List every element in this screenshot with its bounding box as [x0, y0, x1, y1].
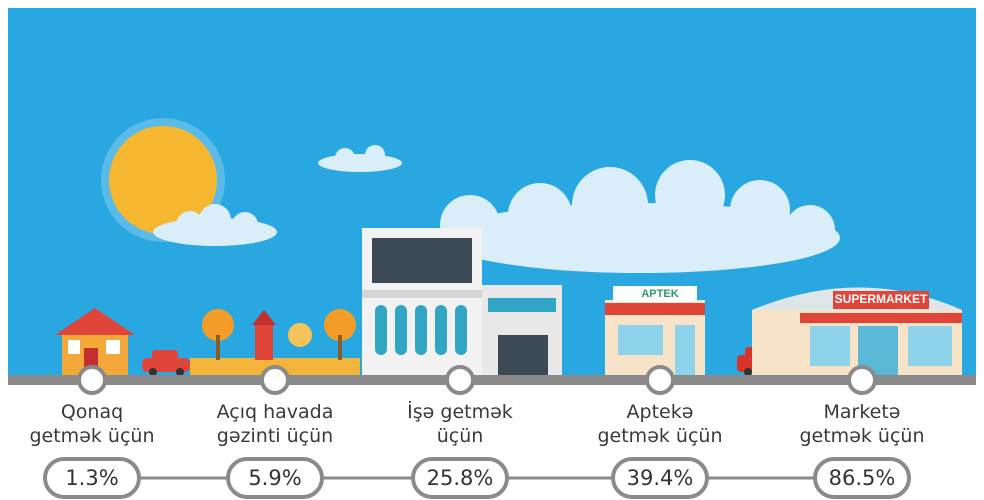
item-label: üçün	[437, 425, 484, 447]
pharmacy-sign: APTEK	[641, 288, 678, 300]
infographic: APTEK SUPERMARKET Qonaqgetmək üçün1.3%Aç…	[0, 0, 984, 500]
item-label: gəzinti üçün	[217, 425, 333, 447]
value-text: 5.9%	[248, 466, 301, 490]
item-label: İşə getmək	[407, 400, 513, 423]
item-label: getmək üçün	[597, 425, 722, 447]
value-text: 39.4%	[627, 466, 694, 490]
road-marker	[647, 367, 673, 393]
item-label: Qonaq	[61, 401, 123, 423]
value-text: 25.8%	[427, 466, 494, 490]
value-text: 1.3%	[65, 466, 118, 490]
road	[8, 375, 976, 385]
item-label: Marketə	[823, 401, 900, 423]
road-marker	[262, 367, 288, 393]
road-marker	[79, 367, 105, 393]
market-sign: SUPERMARKET	[835, 292, 928, 306]
item-label: getmək üçün	[29, 425, 154, 447]
road-marker	[849, 367, 875, 393]
item-label: Açıq havada	[217, 401, 334, 423]
road-marker	[447, 367, 473, 393]
item-label: Aptekə	[627, 401, 694, 423]
value-text: 86.5%	[829, 466, 896, 490]
item-label: getmək üçün	[799, 425, 924, 447]
